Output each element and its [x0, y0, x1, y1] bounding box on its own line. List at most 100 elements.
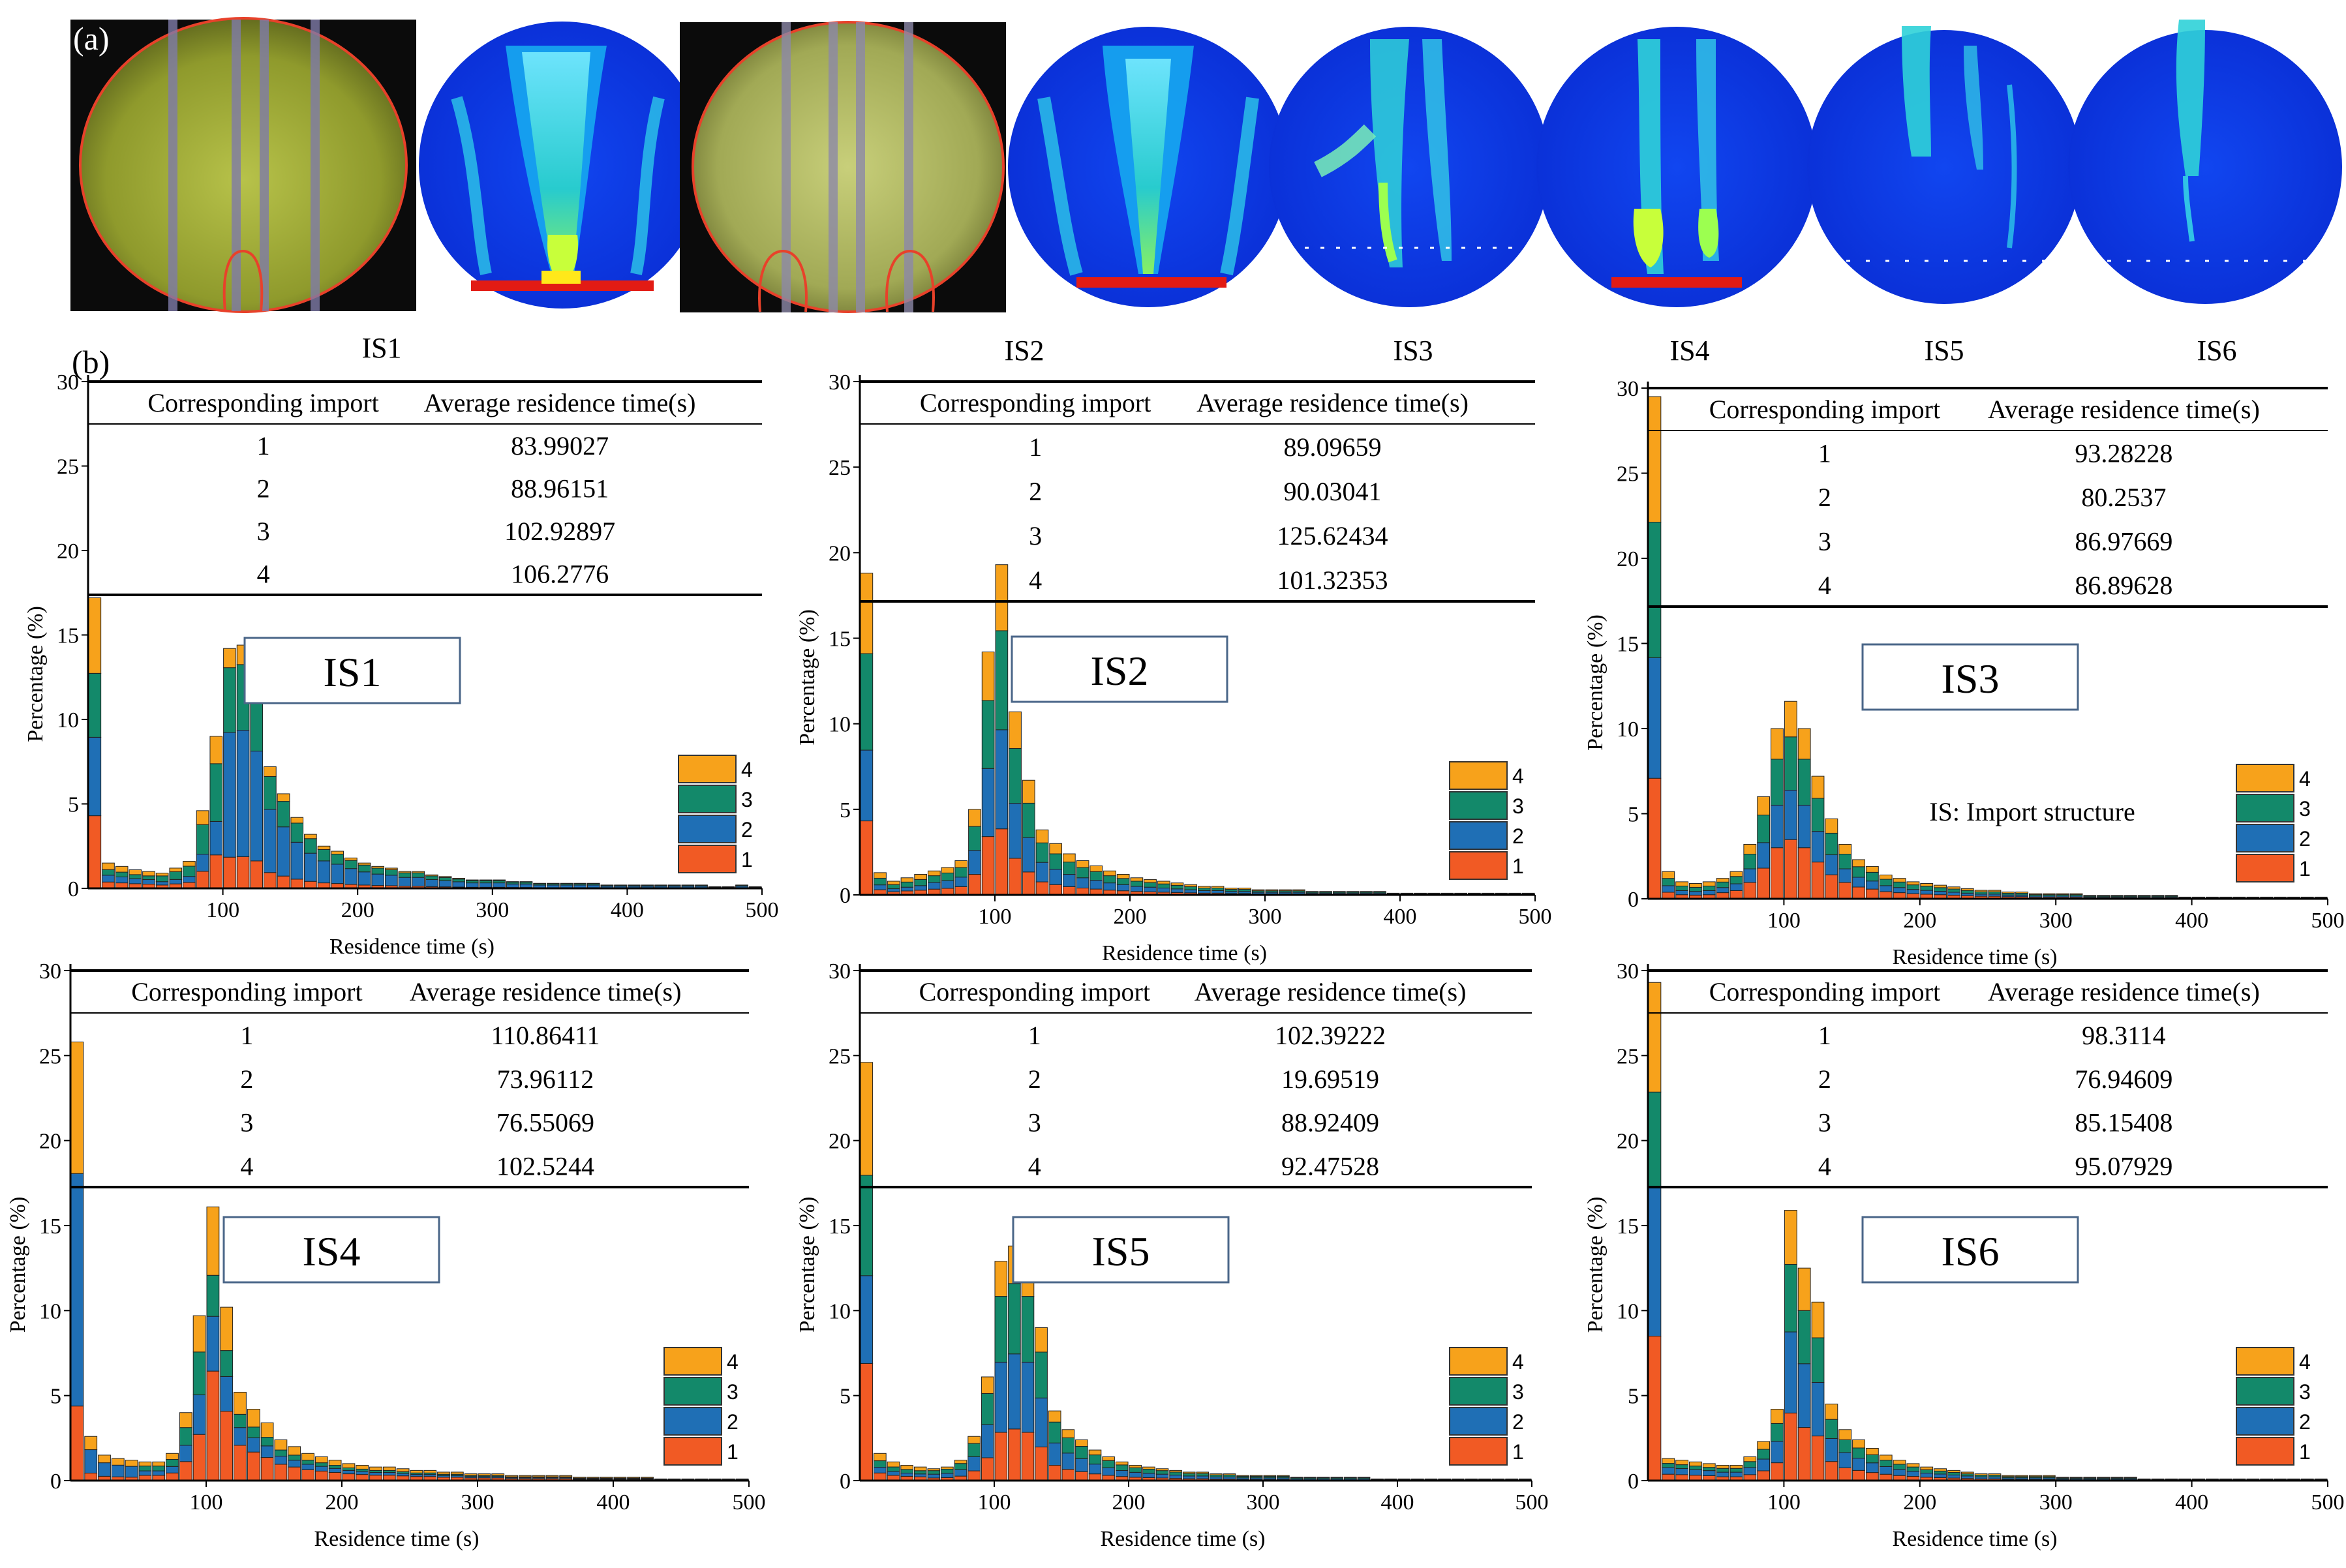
bar-segment-4 [860, 1062, 874, 1176]
bar-segment-3 [288, 1455, 301, 1461]
bar-segment-4 [342, 1463, 356, 1468]
legend-swatch-3 [1449, 1377, 1508, 1406]
chart-is6: Corresponding import Average residence ti… [1583, 959, 2345, 1551]
bar-segment-4 [1089, 865, 1103, 872]
summary-table: Corresponding import Average residence ti… [1648, 387, 2328, 608]
bar-segment-3 [1852, 1447, 1865, 1459]
bar-segment-3 [223, 667, 236, 733]
bar-segment-2 [1184, 889, 1198, 894]
bar-segment-4 [234, 1391, 247, 1415]
table-header-avg: Average residence time(s) [1196, 388, 1469, 417]
bar-segment-4 [1400, 892, 1414, 894]
bar-segment-2 [1063, 874, 1076, 887]
y-tick-label: 5 [68, 793, 79, 817]
bar-segment-4 [1947, 1470, 1960, 1473]
legend: 4 3 2 1 [663, 1347, 739, 1466]
bar-segment-3 [1075, 1445, 1088, 1459]
x-tick-label: 500 [1519, 905, 1552, 929]
x-tick-label: 400 [1381, 1490, 1414, 1515]
x-tick-label: 300 [2039, 909, 2073, 933]
bar-segment-1 [1022, 871, 1035, 896]
table-cell-avg: 86.89628 [2075, 571, 2172, 600]
bar-segment-3 [220, 1350, 234, 1377]
bar-segment-3 [209, 763, 223, 822]
bar-segment-3 [1893, 1464, 1906, 1470]
bar-segment-4 [2124, 1477, 2137, 1479]
bar-segment-3 [142, 875, 155, 881]
bar-segment-2 [1893, 887, 1906, 894]
bar-segment-4 [1675, 881, 1689, 886]
bar-segment-1 [1771, 1462, 1784, 1481]
bar-segment-4 [1648, 396, 1662, 523]
bar-segment-3 [1974, 891, 1988, 895]
bar-segment-4 [152, 1461, 166, 1467]
bar-segment-1 [1075, 1471, 1088, 1481]
table-cell-avg: 95.07929 [2075, 1151, 2172, 1181]
bar-segment-4 [695, 884, 708, 886]
bar-segment-2 [396, 1473, 410, 1477]
bar-segment-4 [196, 810, 209, 825]
bar-segment-4 [641, 1477, 654, 1479]
bar-segment-4 [192, 1315, 206, 1353]
bar-segment-4 [1743, 1456, 1757, 1462]
bar-segment-3 [1196, 1473, 1210, 1477]
table-cell-avg: 101.32353 [1277, 565, 1388, 595]
bar-segment-1 [223, 856, 236, 889]
bar-segment-2 [304, 852, 317, 882]
bar-segment-1 [954, 886, 968, 896]
legend-label-1: 1 [1512, 854, 1524, 878]
axes: 0 5 10 15 20 25 30 100 200 300 400 500 Residence tim… [795, 959, 1549, 1551]
table-cell-avg: 88.96151 [511, 474, 609, 504]
bar-segment-4 [1155, 1468, 1169, 1471]
bar-segment-4 [328, 1460, 342, 1466]
bar-segment-4 [2015, 1475, 2029, 1477]
bar-segment-3 [1920, 1469, 1934, 1474]
bar-segment-3 [179, 1427, 192, 1446]
bar-segment-1 [1771, 847, 1784, 899]
bar-segment-4 [1662, 871, 1675, 879]
legend-swatch-1 [678, 845, 737, 873]
bar-segment-4 [1974, 1473, 1988, 1476]
bar-segment-3 [493, 880, 506, 884]
legend-swatch-4 [2236, 764, 2294, 792]
bar-segment-3 [115, 871, 129, 877]
bar-segment-1 [1088, 1473, 1102, 1481]
x-tick-label: 500 [1516, 1490, 1549, 1515]
table-cell-avg: 125.62434 [1277, 521, 1388, 550]
bar-segment-2 [1075, 1458, 1088, 1472]
bar-segment-2 [1906, 1471, 1920, 1477]
bar-segment-4 [913, 1466, 927, 1471]
bar-segment-2 [314, 1466, 328, 1471]
bar-segment-1 [1784, 1412, 1797, 1481]
bar-segment-1 [209, 854, 223, 889]
legend-swatch-4 [2236, 1347, 2294, 1376]
bar-segment-4 [1521, 892, 1535, 894]
bar-segment-4 [1225, 888, 1238, 890]
bar-segment-1 [941, 888, 954, 896]
bar-segment-3 [1155, 1470, 1169, 1475]
y-tick-label: 0 [840, 1470, 851, 1494]
bar-segment-4 [995, 564, 1009, 631]
legend: 4 3 2 1 [1449, 1347, 1524, 1466]
x-tick-label: 200 [1903, 909, 1936, 933]
y-tick-label: 20 [57, 539, 79, 564]
bar-segment-4 [1852, 859, 1865, 867]
table-cell-avg: 102.5244 [496, 1151, 594, 1181]
bar-segment-4 [450, 1471, 464, 1475]
y-tick-label: 30 [1617, 959, 1639, 984]
bar-segment-4 [1481, 892, 1495, 894]
bar-segment-3 [138, 1466, 152, 1471]
title-is4: IS4 [1669, 335, 1709, 367]
y-tick-label: 10 [1617, 717, 1639, 742]
bar-segment-4 [1330, 1477, 1344, 1479]
bar-segment-4 [1130, 877, 1144, 882]
bar-segment-3 [1021, 1296, 1035, 1363]
bar-segment-4 [301, 1453, 314, 1461]
bar-segment-1 [1063, 886, 1076, 896]
bar-segment-1 [1838, 1467, 1852, 1481]
legend-swatch-1 [2236, 854, 2294, 882]
bar-segment-1 [968, 874, 981, 896]
bar-segment-4 [479, 879, 493, 881]
bar-segment-3 [1784, 736, 1797, 791]
cfd-contour-3 [1269, 27, 1549, 307]
